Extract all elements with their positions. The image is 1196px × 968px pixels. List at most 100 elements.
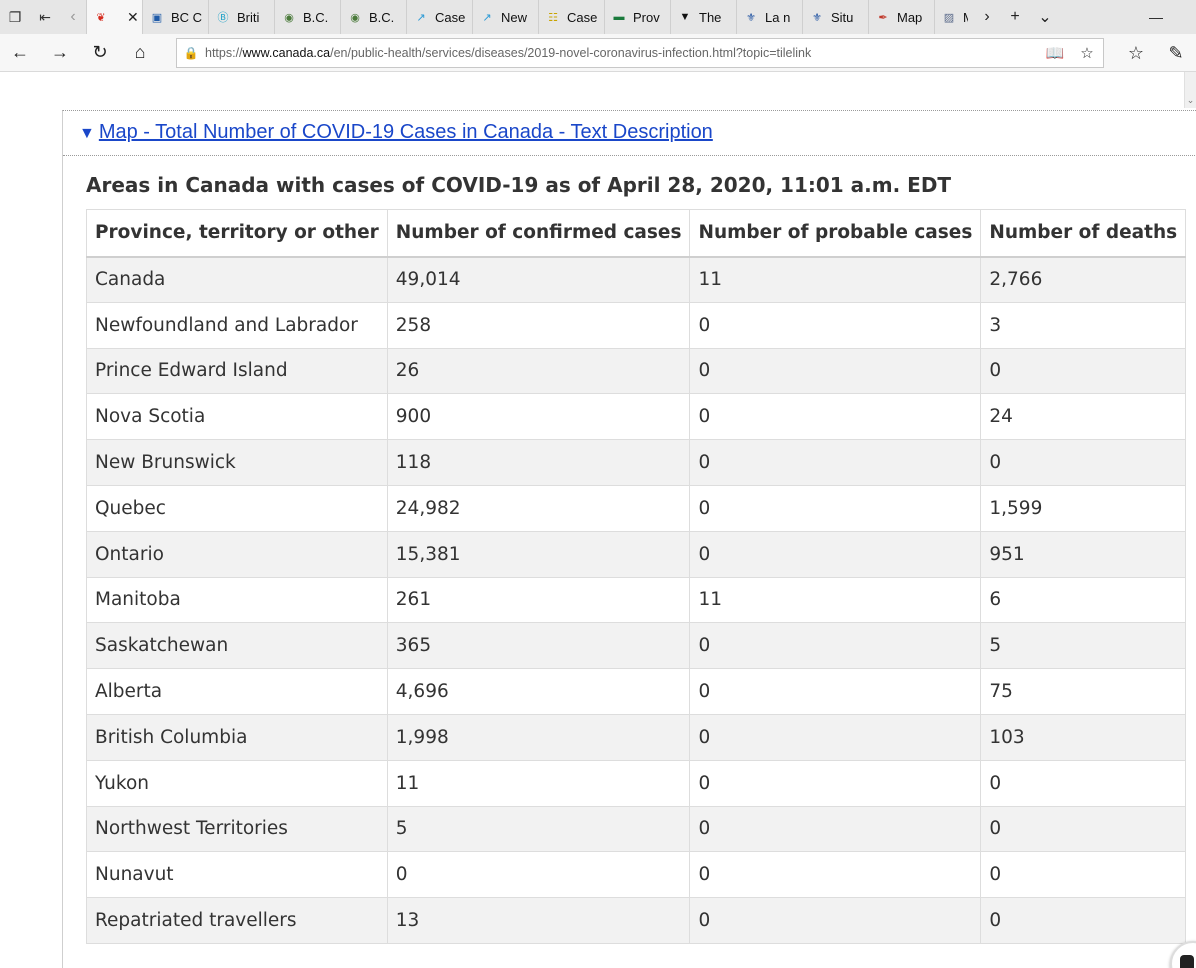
region-cell: Nunavut	[86, 851, 388, 899]
table-row: Northwest Territories 5 0 0	[86, 805, 1187, 853]
table-header-row: Province, territory or other Number of c…	[86, 209, 1187, 258]
table-row: Ontario 15,381 0 951	[86, 530, 1187, 578]
reading-view-icon[interactable]: 📖	[1045, 45, 1065, 62]
navigation-bar: ← → ↻ ⌂ 🔒 https://www.canada.ca/en/publi…	[0, 34, 1196, 72]
column-header: Number of probable cases	[689, 209, 982, 258]
browser-tab[interactable]: ❦ ✕	[86, 0, 142, 34]
favorite-star-icon[interactable]: ☆	[1080, 45, 1094, 62]
details-panel: ▼ Map - Total Number of COVID-19 Cases in…	[62, 110, 1196, 968]
tab-scroll-right-icon[interactable]: ›	[984, 8, 990, 25]
favorites-hub-icon[interactable]: ☆	[1127, 42, 1145, 63]
tab-title: Case	[435, 9, 466, 25]
value-cell: 0	[689, 805, 982, 853]
value-cell: 0	[689, 393, 982, 441]
minimize-window-button[interactable]: —	[1149, 9, 1163, 25]
tab-preview-chevron-icon[interactable]: ⌄	[1038, 9, 1052, 26]
value-cell: 0	[689, 347, 982, 395]
expand-triangle-icon[interactable]: ▼	[79, 125, 95, 142]
web-page: ⌄ ▼ Map - Total Number of COVID-19 Cases …	[0, 72, 1196, 968]
ontario-icon: ▬	[613, 11, 625, 23]
tab-title: Briti	[237, 9, 260, 25]
value-cell: 11	[689, 576, 982, 624]
refresh-button[interactable]: ↻	[92, 42, 108, 62]
browser-tab[interactable]: ☷ Case	[538, 0, 604, 34]
tab-title: B.C.	[303, 9, 329, 25]
scrollbar[interactable]: ⌄	[1184, 72, 1196, 108]
tab-title: New	[501, 9, 528, 25]
browser-tab[interactable]: ▨M	[934, 0, 974, 34]
table-row: Repatriated travellers 13 0 0	[86, 897, 1187, 944]
close-tab-icon[interactable]: ✕	[127, 8, 139, 25]
browser-tab[interactable]: ◉ B.C.	[340, 0, 406, 34]
table-row: Manitoba 261 11 6	[86, 576, 1187, 624]
browser-tab[interactable]: ▼ The	[670, 0, 736, 34]
tab-title: La n	[765, 9, 791, 25]
forward-button[interactable]: →	[51, 42, 69, 62]
details-summary[interactable]: ▼ Map - Total Number of COVID-19 Cases in…	[79, 121, 713, 144]
browser-tab[interactable]: ✒ Map	[868, 0, 934, 34]
set-aside-tabs-icon[interactable]: ⇤	[39, 8, 51, 25]
tab-title: The	[699, 9, 722, 25]
lock-icon: 🔒	[183, 46, 199, 60]
doc-icon: ☷	[548, 11, 558, 24]
new-tab-button[interactable]: +	[1010, 8, 1020, 25]
web-note-pen-icon[interactable]: ✎	[1168, 42, 1184, 63]
browser-tab[interactable]: ◉ B.C.	[274, 0, 340, 34]
globe-icon: ◉	[350, 11, 360, 24]
browser-tab[interactable]: ⚜ Situ	[802, 0, 868, 34]
tab-scroll-left-icon[interactable]: ‹	[70, 8, 76, 25]
tab-list: ❦ ✕ ▣ BC C Ⓑ Briti ◉ B.C. ◉ B.C. ↗ Case ↗ New ☷ Case ▬ Pr…	[86, 0, 974, 34]
b-logo-icon: Ⓑ	[217, 12, 229, 24]
browser-tab[interactable]: ⚜ La n	[736, 0, 802, 34]
table-row: Canada 49,014 11 2,766	[86, 256, 1187, 303]
home-button[interactable]: ⌂	[134, 42, 146, 62]
value-cell: 0	[689, 668, 982, 715]
browser-tab[interactable]: ▣ BC C	[142, 0, 208, 34]
url-text[interactable]: https://www.canada.ca/en/public-health/s…	[205, 46, 812, 60]
maple-leaf-icon: ❦	[96, 11, 106, 24]
browser-tab[interactable]: ↗ New	[472, 0, 538, 34]
value-cell: 118	[386, 439, 691, 486]
tab-strip: ❐ ⇤ ‹ ❦ ✕ ▣ BC C Ⓑ Briti ◉ B.C. ◉ B.C. ↗ Case ↗ New ☷ C…	[0, 0, 1196, 34]
chart-icon: ↗	[416, 11, 426, 24]
value-cell: 11	[386, 759, 691, 807]
quebec-icon: ⚜	[812, 11, 822, 24]
chart-icon: ↗	[482, 11, 492, 24]
chat-widget-button[interactable]	[1170, 941, 1196, 968]
tab-title: Situ	[831, 9, 854, 25]
value-cell: 0	[980, 851, 1187, 899]
value-cell: 1,998	[386, 713, 691, 761]
region-cell: Quebec	[86, 484, 388, 532]
value-cell: 6	[980, 576, 1187, 624]
region-cell: New Brunswick	[86, 439, 388, 486]
image-icon: ▨	[943, 11, 955, 24]
value-cell: 5	[980, 622, 1187, 670]
value-cell: 1,599	[980, 484, 1187, 532]
tab-title: B.C.	[369, 9, 395, 25]
browser-tab[interactable]: ▬ Prov	[604, 0, 670, 34]
value-cell: 3	[980, 301, 1187, 349]
pdf-icon: ✒	[878, 11, 888, 24]
url-path: /en/public-health/services/diseases/2019…	[330, 46, 812, 60]
table-row: Nova Scotia 900 0 24	[86, 393, 1187, 441]
browser-tab[interactable]: ↗ Case	[406, 0, 472, 34]
value-cell: 13	[386, 897, 691, 944]
column-header: Province, territory or other	[86, 209, 388, 258]
value-cell: 900	[386, 393, 691, 441]
browser-tab[interactable]: Ⓑ Briti	[208, 0, 274, 34]
value-cell: 0	[689, 484, 982, 532]
table-row: Alberta 4,696 0 75	[86, 668, 1187, 715]
tab-actions-icon[interactable]: ❐	[8, 8, 22, 25]
tab-title: Map	[897, 9, 923, 25]
table-row: British Columbia 1,998 0 103	[86, 713, 1187, 761]
back-button[interactable]: ←	[11, 42, 29, 62]
value-cell: 0	[386, 851, 691, 899]
value-cell: 0	[689, 897, 982, 944]
table-caption: Areas in Canada with cases of COVID-19 a…	[86, 173, 952, 197]
quebec-icon: ⚜	[746, 11, 756, 24]
address-bar[interactable]: 🔒 https://www.canada.ca/en/public-health…	[176, 38, 1104, 68]
region-cell: Nova Scotia	[86, 393, 388, 441]
details-summary-link[interactable]: Map - Total Number of COVID-19 Cases in …	[98, 121, 713, 143]
value-cell: 75	[980, 668, 1187, 715]
value-cell: 0	[689, 851, 982, 899]
